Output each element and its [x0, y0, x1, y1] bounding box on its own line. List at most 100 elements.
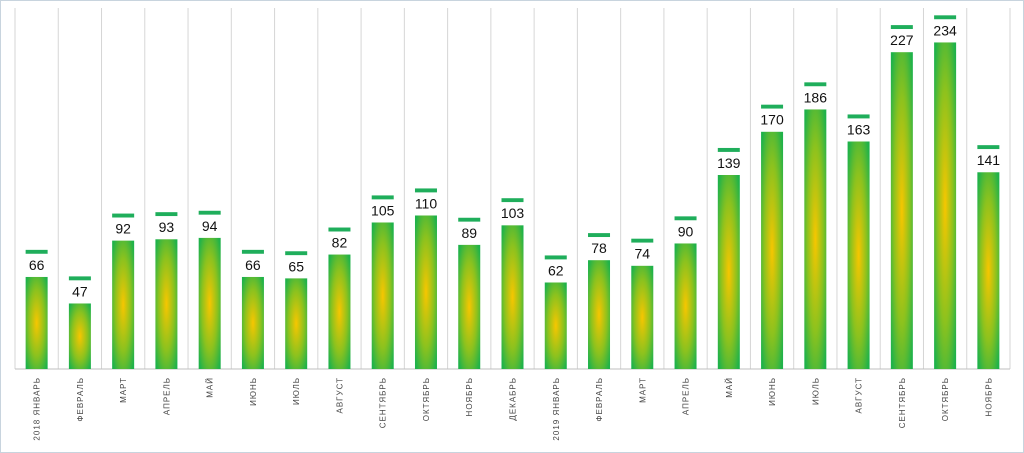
x-tick-label: АВГУСТ [855, 377, 864, 413]
bar [112, 240, 135, 369]
value-label: 65 [288, 258, 304, 274]
bar [458, 244, 481, 369]
x-tick-label: АПРЕЛЬ [162, 377, 171, 415]
bar-cap [674, 216, 697, 221]
bars [25, 15, 1000, 370]
x-tick-label: ОКТЯБРЬ [941, 377, 950, 421]
bar [761, 131, 784, 369]
value-label: 92 [115, 221, 131, 237]
bar-cap [804, 82, 827, 87]
value-label-box [717, 151, 740, 175]
x-tick-label: ФЕВРАЛЬ [76, 377, 85, 422]
bar [804, 109, 827, 370]
value-label-box [544, 259, 567, 283]
x-tick-label: МАЙ [725, 377, 734, 398]
value-label-box [285, 255, 308, 279]
value-label: 74 [634, 246, 650, 262]
x-tick-label: НОЯБРЬ [465, 377, 474, 416]
bar [155, 239, 178, 369]
value-label: 62 [548, 262, 564, 278]
bar-cap [934, 15, 957, 20]
value-label-box [198, 214, 221, 238]
x-tick-labels: 2018 ЯНВАРЬ ФЕВРАЛЬ МАРТ АПРЕЛЬ МАЙ ИЮНЬ ИЮЛЬ А… [33, 377, 994, 441]
bar-cap [285, 251, 308, 256]
bar [198, 237, 221, 369]
bar [25, 276, 48, 369]
bar-cap [458, 217, 481, 222]
x-tick-label: ДЕКАБРЬ [509, 377, 518, 421]
value-label: 186 [804, 89, 828, 105]
x-tick-label: АВГУСТ [335, 377, 344, 413]
value-label: 66 [29, 257, 45, 273]
value-label-box [631, 242, 654, 266]
value-label: 82 [332, 235, 348, 251]
x-tick-label: МАРТ [119, 377, 128, 403]
x-tick-label: ИЮНЬ [768, 377, 777, 406]
value-label-box [934, 19, 957, 43]
value-labels: 66 47 92 93 94 66 65 82 105 110 89 103 62 78 74 90 139 17… [25, 19, 1001, 304]
value-label: 47 [72, 283, 88, 299]
value-label-box [674, 220, 697, 244]
bar [501, 225, 524, 369]
bar [717, 174, 740, 369]
value-label-box [847, 118, 870, 142]
x-tick-label: ИЮЛЬ [811, 377, 820, 405]
value-label-box [501, 202, 524, 226]
value-label: 139 [717, 155, 741, 171]
bar [847, 141, 870, 369]
value-label-box [804, 86, 827, 110]
bar-cap [241, 249, 264, 254]
x-tick-label: МАРТ [638, 377, 647, 403]
value-label: 141 [977, 152, 1001, 168]
value-label-box [112, 217, 135, 241]
value-label: 78 [591, 240, 607, 256]
value-label: 234 [933, 22, 957, 38]
bar [241, 276, 264, 369]
value-label: 93 [159, 219, 175, 235]
bar-cap [977, 145, 1000, 150]
x-tick-label: ОКТЯБРЬ [422, 377, 431, 421]
value-label: 94 [202, 218, 218, 234]
bar [328, 254, 351, 369]
value-label-box [977, 149, 1000, 173]
value-label-box [414, 192, 437, 216]
bar-cap [25, 249, 48, 254]
bar [68, 303, 91, 369]
value-label: 90 [678, 223, 694, 239]
x-tick-label: МАЙ [206, 377, 215, 398]
value-label: 66 [245, 257, 261, 273]
bar-cap [588, 233, 611, 238]
value-label-box [371, 199, 394, 223]
bar [544, 282, 567, 369]
x-tick-label: ИЮЛЬ [292, 377, 301, 405]
x-tick-label: СЕНТЯБРЬ [898, 377, 907, 428]
bar-cap [631, 238, 654, 243]
value-label-box [155, 216, 178, 240]
bar [371, 222, 394, 369]
value-label: 89 [461, 225, 477, 241]
bar-cap [328, 227, 351, 232]
bar-cap [198, 210, 221, 215]
bar [674, 243, 697, 369]
bar [934, 42, 957, 369]
value-label: 105 [371, 202, 395, 218]
value-label: 163 [847, 121, 871, 137]
bar [588, 260, 611, 369]
value-label-box [241, 253, 264, 277]
bar-cap [890, 25, 913, 30]
bar [285, 278, 308, 369]
x-tick-label: 2019 ЯНВАРЬ [552, 377, 561, 441]
x-tick-label: ФЕВРАЛЬ [595, 377, 604, 422]
value-label: 103 [501, 205, 525, 221]
bar-cap [717, 147, 740, 152]
bar-cap [414, 188, 437, 193]
bar-cap [761, 104, 784, 109]
bar-cap [155, 212, 178, 217]
bar [977, 172, 1000, 369]
x-tick-label: ИЮНЬ [249, 377, 258, 406]
value-label-box [458, 221, 481, 245]
x-tick-label: АПРЕЛЬ [682, 377, 691, 415]
grid-lines [14, 8, 1011, 370]
bar [890, 52, 913, 369]
